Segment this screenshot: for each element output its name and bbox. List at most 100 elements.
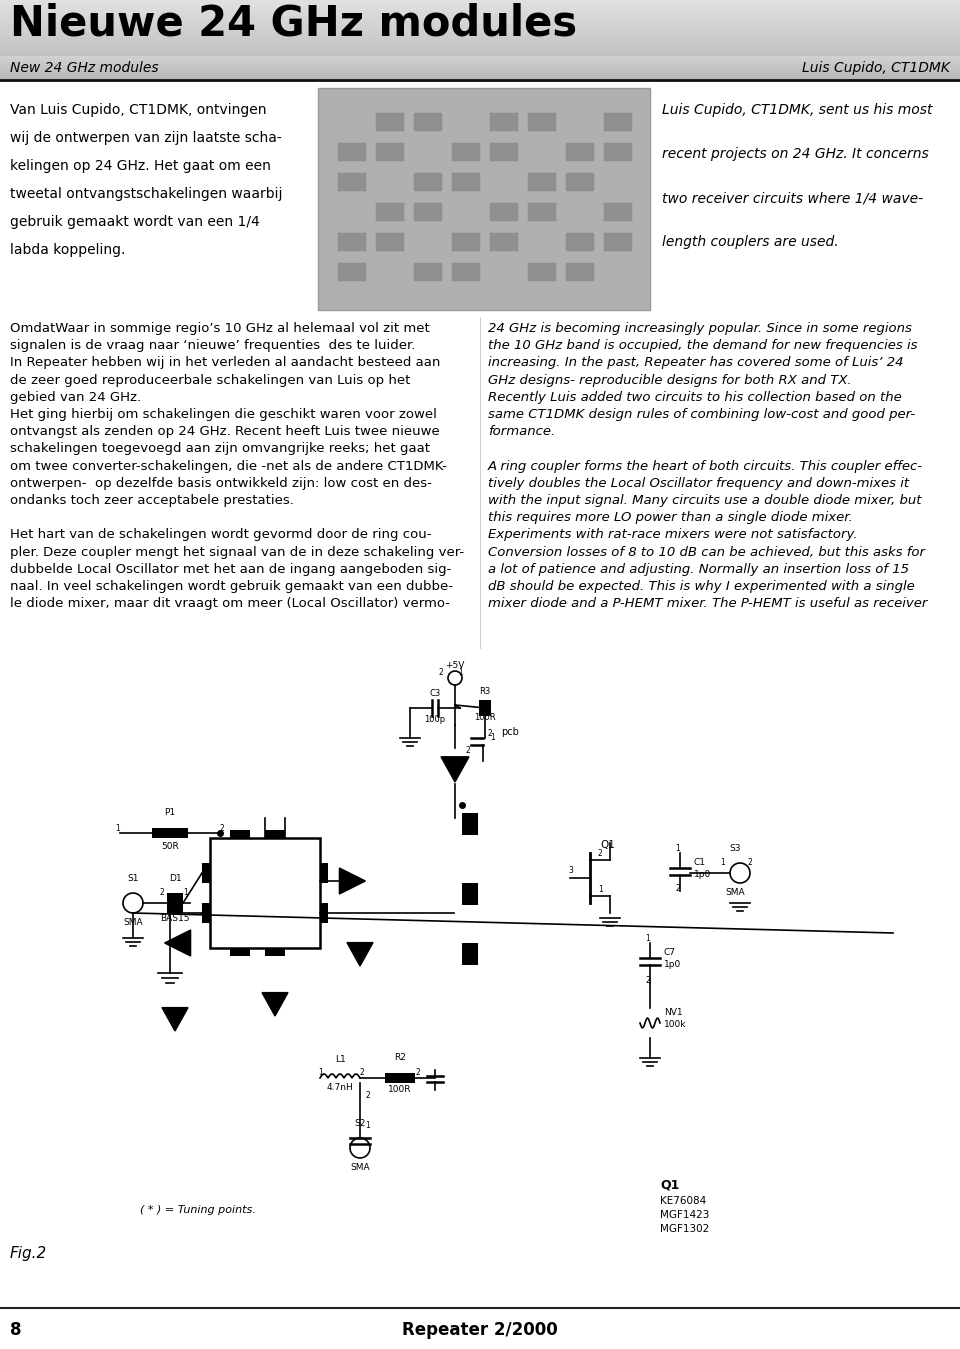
Text: SMA: SMA xyxy=(123,919,143,927)
Bar xyxy=(604,113,632,131)
Text: SMA: SMA xyxy=(350,1163,370,1172)
Bar xyxy=(566,233,594,251)
Bar xyxy=(490,233,518,251)
Bar xyxy=(202,902,210,923)
Bar xyxy=(385,1072,415,1083)
Text: 1: 1 xyxy=(183,888,188,897)
Bar xyxy=(265,948,285,956)
Text: pler. Deze coupler mengt het signaal van de in deze schakeling ver-: pler. Deze coupler mengt het signaal van… xyxy=(10,545,464,558)
Text: formance.: formance. xyxy=(488,425,555,438)
Text: 2: 2 xyxy=(365,1091,370,1099)
Text: Het hart van de schakelingen wordt gevormd door de ring cou-: Het hart van de schakelingen wordt gevor… xyxy=(10,529,431,541)
Text: labda koppeling.: labda koppeling. xyxy=(10,243,126,258)
Text: NV1: NV1 xyxy=(664,1008,683,1017)
Bar xyxy=(462,943,478,965)
Text: a lot of patience and adjusting. Normally an insertion loss of 15: a lot of patience and adjusting. Normall… xyxy=(488,563,909,576)
Text: 100p: 100p xyxy=(424,715,445,724)
Polygon shape xyxy=(164,929,191,956)
Bar xyxy=(462,813,478,835)
Polygon shape xyxy=(441,757,469,782)
Text: D1: D1 xyxy=(169,874,181,884)
Text: increasing. In the past, Repeater has covered some of Luis’ 24: increasing. In the past, Repeater has co… xyxy=(488,356,903,370)
Bar xyxy=(0,648,960,1248)
Text: tively doubles the Local Oscillator frequency and down-mixes it: tively doubles the Local Oscillator freq… xyxy=(488,476,909,490)
Text: Q1: Q1 xyxy=(600,840,614,850)
Text: SMA: SMA xyxy=(725,888,745,897)
Bar xyxy=(318,88,650,310)
Bar xyxy=(202,863,210,884)
Text: R2: R2 xyxy=(394,1054,406,1062)
Text: Recently Luis added two circuits to his collection based on the: Recently Luis added two circuits to his … xyxy=(488,391,901,403)
Bar xyxy=(414,173,442,192)
Bar xyxy=(452,173,480,192)
Text: 3: 3 xyxy=(568,866,573,876)
Bar xyxy=(376,143,404,161)
Circle shape xyxy=(448,670,462,685)
Text: BAS15: BAS15 xyxy=(160,915,190,923)
Text: de zeer goed reproduceerbale schakelingen van Luis op het: de zeer goed reproduceerbale schakelinge… xyxy=(10,374,410,387)
Text: 1p0: 1p0 xyxy=(694,870,711,880)
Text: 24 GHz is becoming increasingly popular. Since in some regions: 24 GHz is becoming increasingly popular.… xyxy=(488,322,912,335)
Circle shape xyxy=(123,893,143,913)
Text: kelingen op 24 GHz. Het gaat om een: kelingen op 24 GHz. Het gaat om een xyxy=(10,159,271,173)
Text: C3: C3 xyxy=(429,689,441,697)
Polygon shape xyxy=(262,993,288,1016)
Bar xyxy=(376,113,404,131)
Text: 2: 2 xyxy=(160,888,165,897)
Text: 100R: 100R xyxy=(474,714,495,722)
Text: 1: 1 xyxy=(720,858,725,867)
Text: wij de ontwerpen van zijn laatste scha-: wij de ontwerpen van zijn laatste scha- xyxy=(10,131,281,144)
Bar xyxy=(604,143,632,161)
Bar xyxy=(490,113,518,131)
Text: ( * ) = Tuning points.: ( * ) = Tuning points. xyxy=(140,1205,255,1215)
Bar xyxy=(566,173,594,192)
Text: R3: R3 xyxy=(479,687,491,696)
Text: 100k: 100k xyxy=(664,1020,686,1029)
Polygon shape xyxy=(340,867,366,894)
Bar xyxy=(230,948,250,956)
Bar xyxy=(490,143,518,161)
Text: 50R: 50R xyxy=(161,842,179,851)
Text: ontwerpen-  op dezelfde basis ontwikkeld zijn: low cost en des-: ontwerpen- op dezelfde basis ontwikkeld … xyxy=(10,476,432,490)
Text: S1: S1 xyxy=(128,874,139,884)
Text: S3: S3 xyxy=(730,844,741,853)
Bar xyxy=(490,202,518,221)
Text: P1: P1 xyxy=(164,808,176,817)
Text: 2: 2 xyxy=(415,1068,420,1077)
Text: gebied van 24 GHz.: gebied van 24 GHz. xyxy=(10,391,141,403)
Text: 2: 2 xyxy=(439,668,443,677)
Bar xyxy=(452,263,480,281)
Text: 1: 1 xyxy=(645,934,650,943)
Text: 1p0: 1p0 xyxy=(664,960,682,969)
Text: +5V: +5V xyxy=(445,661,465,670)
Bar xyxy=(338,233,366,251)
Text: 2: 2 xyxy=(360,1068,365,1077)
Text: 1: 1 xyxy=(598,885,603,894)
Bar xyxy=(376,202,404,221)
Text: om twee converter-schakelingen, die -net als de andere CT1DMK-: om twee converter-schakelingen, die -net… xyxy=(10,460,446,472)
Text: dubbelde Local Oscillator met het aan de ingang aangeboden sig-: dubbelde Local Oscillator met het aan de… xyxy=(10,563,451,576)
Text: Luis Cupido, CT1DMK, sent us his most: Luis Cupido, CT1DMK, sent us his most xyxy=(662,103,932,117)
Text: le diode mixer, maar dit vraagt om meer (Local Oscillator) vermo-: le diode mixer, maar dit vraagt om meer … xyxy=(10,598,450,610)
Text: schakelingen toegevoegd aan zijn omvangrijke reeks; het gaat: schakelingen toegevoegd aan zijn omvangr… xyxy=(10,442,430,456)
Text: Van Luis Cupido, CT1DMK, ontvingen: Van Luis Cupido, CT1DMK, ontvingen xyxy=(10,103,267,117)
Text: 2: 2 xyxy=(220,824,225,832)
Text: 2: 2 xyxy=(465,746,469,755)
Text: A ring coupler forms the heart of both circuits. This coupler effec-: A ring coupler forms the heart of both c… xyxy=(488,460,923,472)
Text: C1: C1 xyxy=(694,858,706,867)
Text: 1: 1 xyxy=(365,1121,370,1130)
Bar xyxy=(265,830,285,838)
Text: GHz designs- reproducible designs for both RX and TX.: GHz designs- reproducible designs for bo… xyxy=(488,374,852,387)
Bar xyxy=(528,113,556,131)
Polygon shape xyxy=(347,943,373,966)
Text: 1: 1 xyxy=(675,844,680,853)
Bar xyxy=(452,233,480,251)
Bar xyxy=(376,233,404,251)
Bar xyxy=(462,884,478,905)
Bar xyxy=(414,263,442,281)
Text: Nieuwe 24 GHz modules: Nieuwe 24 GHz modules xyxy=(10,3,577,45)
Text: recent projects on 24 GHz. It concerns: recent projects on 24 GHz. It concerns xyxy=(662,147,928,161)
Bar xyxy=(566,143,594,161)
Text: Repeater 2/2000: Repeater 2/2000 xyxy=(402,1321,558,1340)
Bar xyxy=(528,173,556,192)
